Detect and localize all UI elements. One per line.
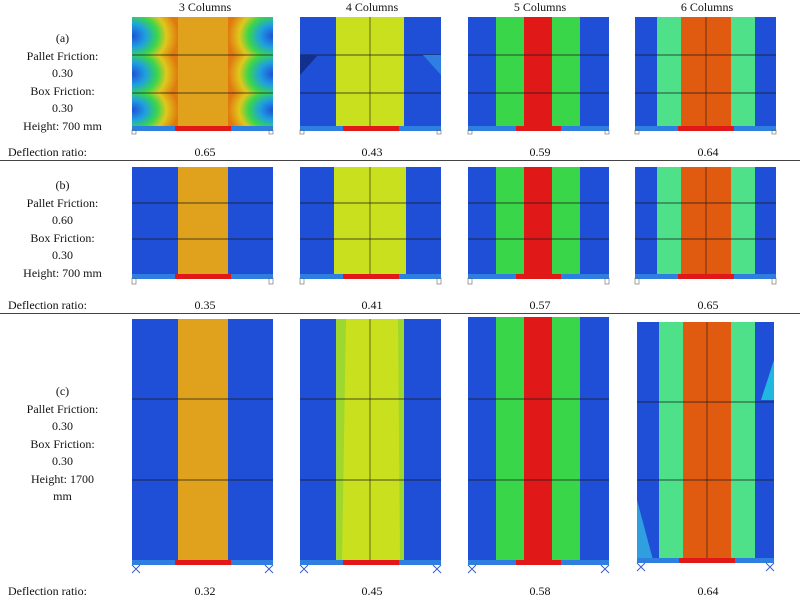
row-a-ratio-5: 0.59 — [529, 145, 551, 159]
row-b-pallet-label: Pallet Friction: — [26, 195, 99, 210]
panel-c-4-columns — [298, 317, 443, 582]
row-b-label: (b) Pallet Friction: 0.60 Box Friction: … — [0, 177, 125, 282]
row-b-ratio-4: 0.41 — [361, 298, 383, 312]
panel-a-6-columns — [633, 15, 778, 135]
row-b-ratio-label: Deflection ratio: — [8, 298, 87, 312]
row-c-pallet-value: 0.30 — [52, 419, 73, 433]
row-c-box-label: Box Friction: — [30, 436, 95, 451]
panel-a-5-columns — [466, 15, 611, 135]
panel-c-3-columns — [130, 317, 275, 582]
row-b-ratio-5: 0.57 — [529, 298, 551, 312]
panel-a-3-columns — [130, 15, 275, 135]
header-3-columns: 3 Columns — [178, 0, 232, 14]
panel-b-6-columns — [633, 165, 778, 290]
row-b-box-value: 0.30 — [52, 248, 73, 262]
header-4-columns: 4 Columns — [345, 0, 399, 14]
row-a-pallet-label: Pallet Friction: — [26, 48, 99, 63]
row-c-pallet-label: Pallet Friction: — [26, 401, 99, 416]
row-c-ratio-6: 0.64 — [697, 584, 719, 598]
row-b-id: (b) — [55, 178, 70, 192]
row-a-id: (a) — [55, 31, 70, 45]
row-a-height: Height: 700 mm — [23, 118, 102, 133]
row-b-height: Height: 700 mm — [23, 265, 102, 280]
row-c-height-unit: mm — [53, 489, 72, 503]
row-a-box-value: 0.30 — [52, 101, 73, 115]
panel-b-5-columns — [466, 165, 611, 290]
row-a-ratio-4: 0.43 — [361, 145, 383, 159]
panel-a-4-columns — [298, 15, 443, 135]
row-c-ratio-3: 0.32 — [194, 584, 216, 598]
separator-b-c — [0, 313, 800, 314]
row-b-ratio-3: 0.35 — [194, 298, 216, 312]
row-a-box-label: Box Friction: — [30, 83, 95, 98]
row-a-pallet-value: 0.30 — [52, 66, 73, 80]
panel-b-4-columns — [298, 165, 443, 290]
row-b-pallet-value: 0.60 — [52, 213, 73, 227]
header-5-columns: 5 Columns — [513, 0, 567, 14]
row-c-box-value: 0.30 — [52, 454, 73, 468]
row-a-ratio-6: 0.64 — [697, 145, 719, 159]
row-c-ratio-5: 0.58 — [529, 584, 551, 598]
row-a-label: (a) Pallet Friction: 0.30 Box Friction: … — [0, 30, 125, 135]
panel-c-6-columns — [633, 320, 778, 582]
header-6-columns: 6 Columns — [680, 0, 734, 14]
row-b-ratio-6: 0.65 — [697, 298, 719, 312]
row-c-id: (c) — [55, 384, 70, 398]
separator-a-b — [0, 160, 800, 161]
row-c-height: Height: 1700 — [31, 471, 94, 486]
panel-b-3-columns — [130, 165, 275, 290]
row-c-ratio-label: Deflection ratio: — [8, 584, 87, 598]
row-c-ratio-4: 0.45 — [361, 584, 383, 598]
row-a-ratio-3: 0.65 — [194, 145, 216, 159]
row-a-ratio-label: Deflection ratio: — [8, 145, 87, 159]
row-c-label: (c) Pallet Friction: 0.30 Box Friction: … — [0, 383, 125, 506]
panel-c-5-columns — [466, 315, 611, 582]
row-b-box-label: Box Friction: — [30, 230, 95, 245]
